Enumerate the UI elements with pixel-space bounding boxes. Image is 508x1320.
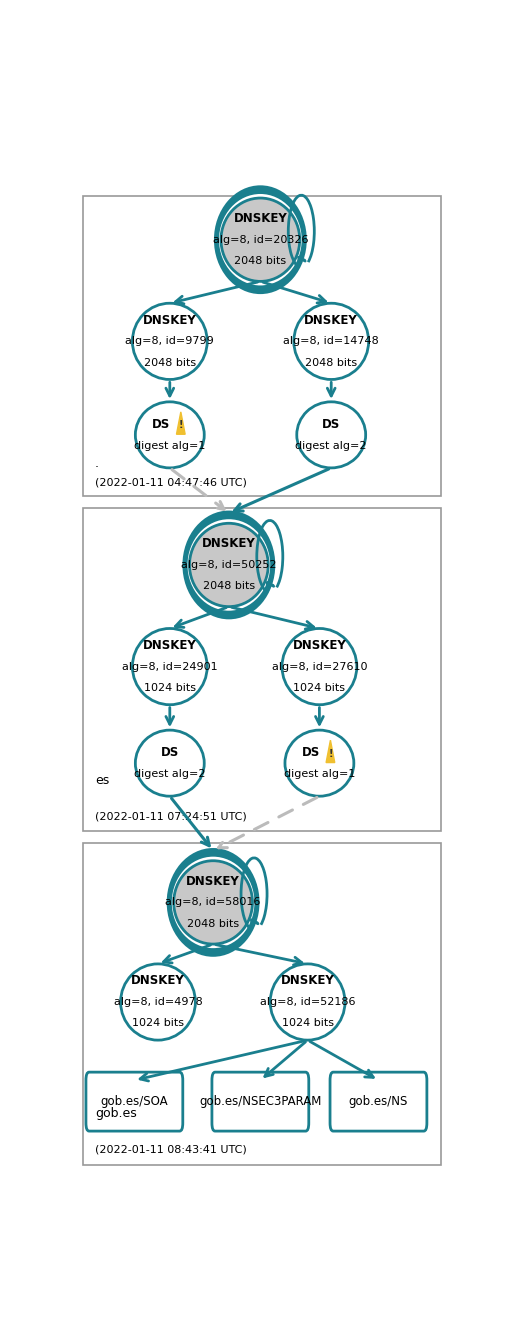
Text: alg=8, id=14748: alg=8, id=14748 xyxy=(283,337,379,346)
Text: 2048 bits: 2048 bits xyxy=(305,358,357,368)
Text: 2048 bits: 2048 bits xyxy=(203,581,255,591)
Ellipse shape xyxy=(168,850,258,956)
Ellipse shape xyxy=(189,523,268,607)
Text: !: ! xyxy=(328,748,333,759)
Text: DNSKEY: DNSKEY xyxy=(131,974,185,987)
Text: (2022-01-11 07:24:51 UTC): (2022-01-11 07:24:51 UTC) xyxy=(95,810,247,821)
Text: 2048 bits: 2048 bits xyxy=(234,256,287,267)
Text: DS: DS xyxy=(161,746,179,759)
Text: DNSKEY: DNSKEY xyxy=(234,213,287,224)
Text: alg=8, id=27610: alg=8, id=27610 xyxy=(272,661,367,672)
Ellipse shape xyxy=(184,512,274,618)
Ellipse shape xyxy=(135,401,204,467)
FancyBboxPatch shape xyxy=(83,508,441,832)
Text: alg=8, id=4978: alg=8, id=4978 xyxy=(114,997,202,1007)
Text: DNSKEY: DNSKEY xyxy=(293,639,346,652)
Ellipse shape xyxy=(133,628,207,705)
Ellipse shape xyxy=(219,194,302,285)
Text: alg=8, id=9799: alg=8, id=9799 xyxy=(125,337,214,346)
Ellipse shape xyxy=(187,519,270,611)
Text: .: . xyxy=(95,458,99,470)
Text: DNSKEY: DNSKEY xyxy=(281,974,334,987)
Text: 1024 bits: 1024 bits xyxy=(281,1018,334,1028)
FancyBboxPatch shape xyxy=(83,843,441,1164)
Ellipse shape xyxy=(120,964,196,1040)
Text: gob.es/NS: gob.es/NS xyxy=(349,1096,408,1107)
Text: 1024 bits: 1024 bits xyxy=(144,682,196,693)
Ellipse shape xyxy=(221,198,300,281)
Ellipse shape xyxy=(172,857,255,948)
Text: es: es xyxy=(95,774,109,787)
Text: alg=8, id=20326: alg=8, id=20326 xyxy=(213,235,308,244)
Text: 1024 bits: 1024 bits xyxy=(132,1018,184,1028)
FancyBboxPatch shape xyxy=(330,1072,427,1131)
Text: alg=8, id=52186: alg=8, id=52186 xyxy=(260,997,355,1007)
Text: DNSKEY: DNSKEY xyxy=(143,314,197,326)
Polygon shape xyxy=(326,741,335,763)
Text: digest alg=1: digest alg=1 xyxy=(283,768,355,779)
FancyBboxPatch shape xyxy=(83,195,441,496)
Ellipse shape xyxy=(294,304,369,379)
Text: DNSKEY: DNSKEY xyxy=(186,875,240,887)
Text: DNSKEY: DNSKEY xyxy=(304,314,358,326)
Text: DS: DS xyxy=(152,417,170,430)
Ellipse shape xyxy=(133,304,207,379)
Ellipse shape xyxy=(174,861,252,944)
Text: DS: DS xyxy=(302,746,320,759)
Text: DNSKEY: DNSKEY xyxy=(143,639,197,652)
Text: !: ! xyxy=(179,420,183,430)
Text: (2022-01-11 08:43:41 UTC): (2022-01-11 08:43:41 UTC) xyxy=(95,1144,247,1155)
Text: DNSKEY: DNSKEY xyxy=(202,537,256,550)
Text: gob.es/NSEC3PARAM: gob.es/NSEC3PARAM xyxy=(199,1096,322,1107)
Polygon shape xyxy=(176,412,185,434)
Text: (2022-01-11 04:47:46 UTC): (2022-01-11 04:47:46 UTC) xyxy=(95,478,247,487)
Ellipse shape xyxy=(135,730,204,796)
Ellipse shape xyxy=(297,401,366,467)
FancyBboxPatch shape xyxy=(86,1072,183,1131)
Text: digest alg=1: digest alg=1 xyxy=(134,441,206,450)
Ellipse shape xyxy=(270,964,345,1040)
Text: gob.es/SOA: gob.es/SOA xyxy=(101,1096,168,1107)
Text: alg=8, id=58016: alg=8, id=58016 xyxy=(166,898,261,907)
Text: 1024 bits: 1024 bits xyxy=(294,682,345,693)
Ellipse shape xyxy=(215,187,305,293)
Text: DS: DS xyxy=(322,417,340,430)
Text: alg=8, id=50252: alg=8, id=50252 xyxy=(181,560,276,570)
Text: digest alg=2: digest alg=2 xyxy=(296,441,367,450)
Text: alg=8, id=24901: alg=8, id=24901 xyxy=(122,661,217,672)
Text: 2048 bits: 2048 bits xyxy=(187,919,239,929)
Ellipse shape xyxy=(285,730,354,796)
FancyBboxPatch shape xyxy=(212,1072,309,1131)
Text: digest alg=2: digest alg=2 xyxy=(134,768,206,779)
Text: 2048 bits: 2048 bits xyxy=(144,358,196,368)
Ellipse shape xyxy=(282,628,357,705)
Text: gob.es: gob.es xyxy=(95,1107,137,1119)
